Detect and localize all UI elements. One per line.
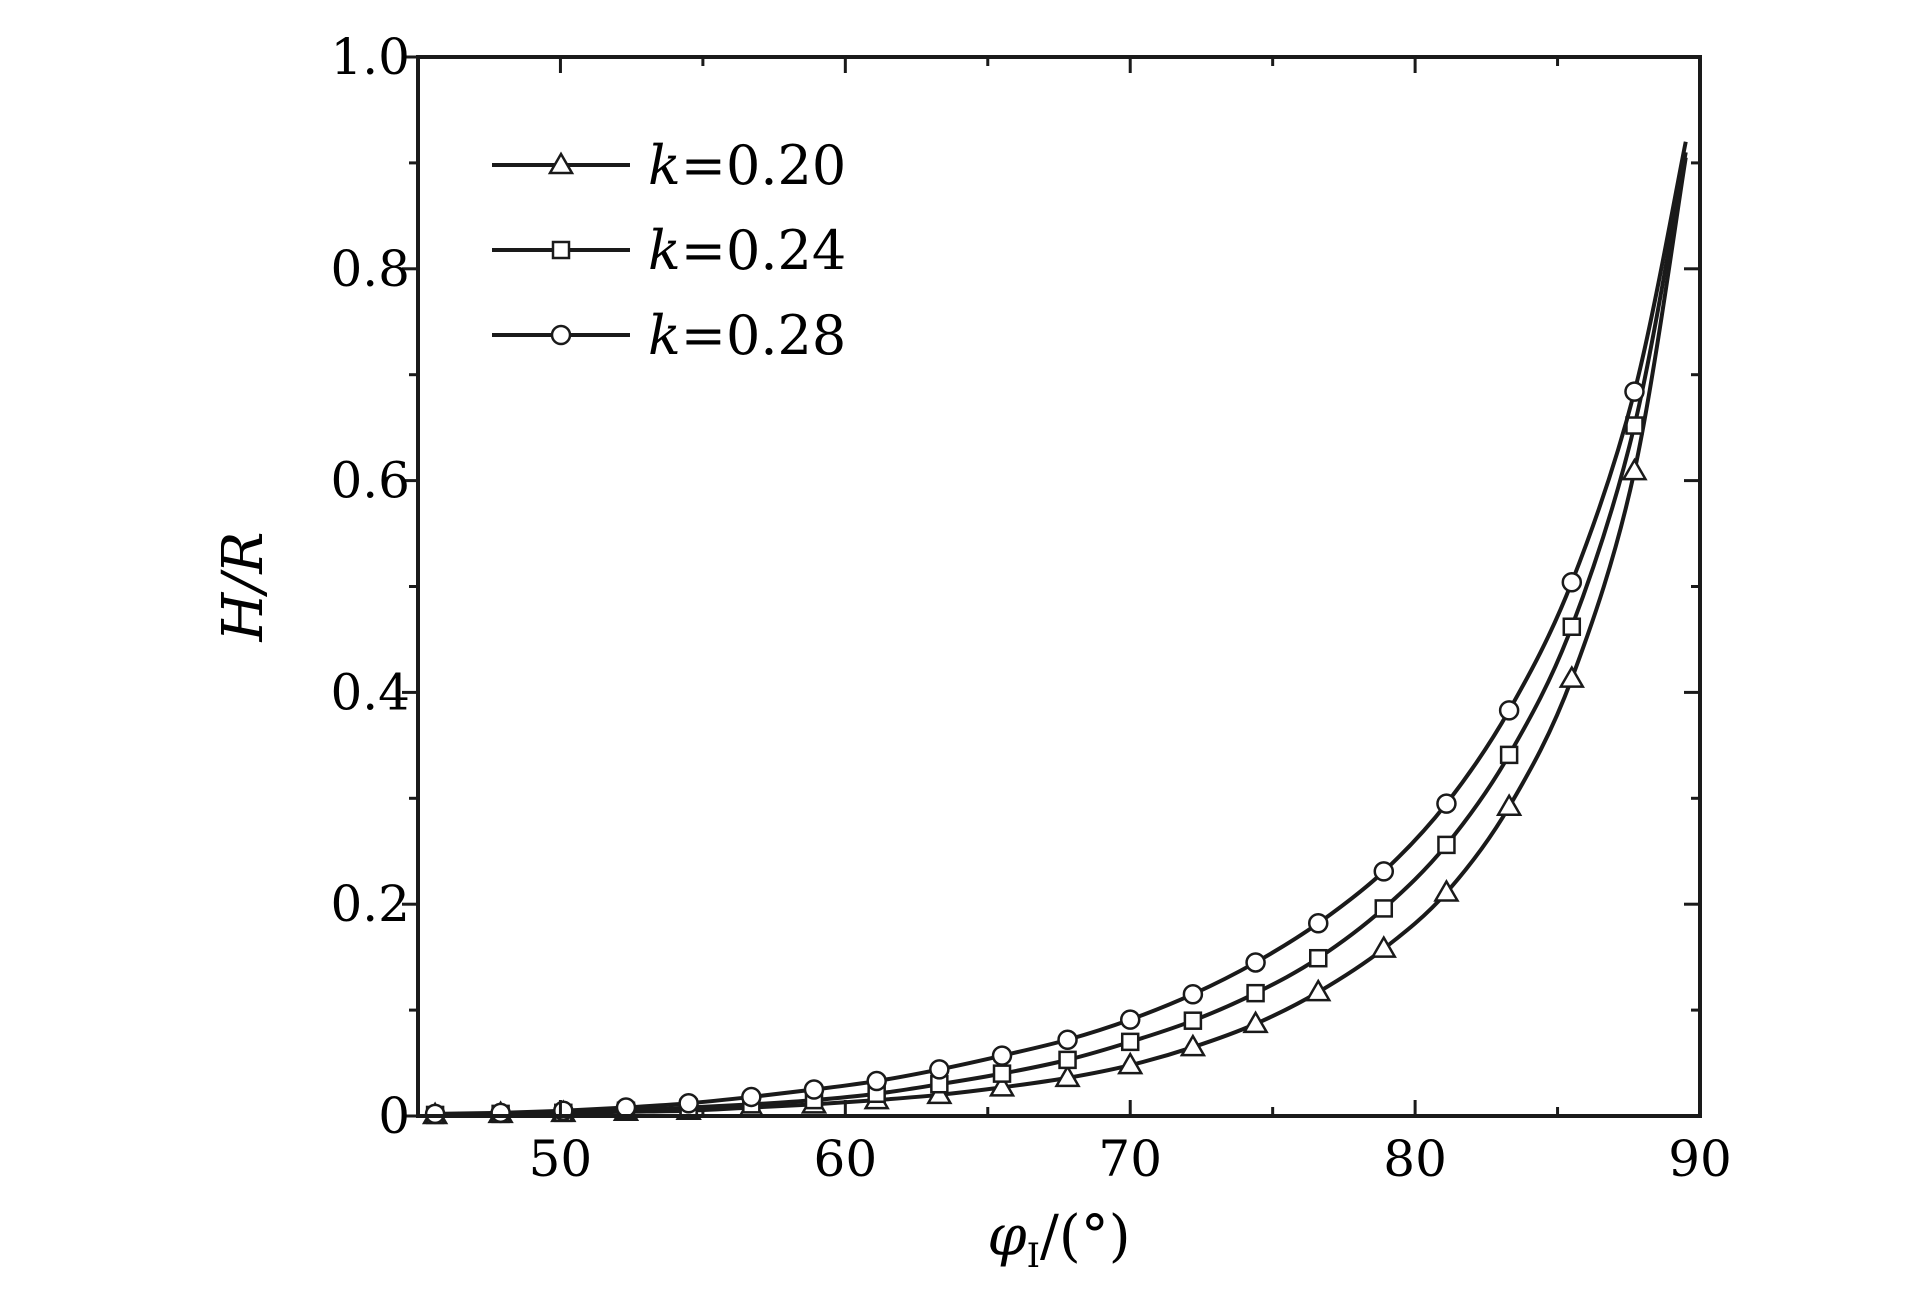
series-3-point <box>741 1086 762 1108</box>
series-2-point <box>1246 983 1265 1003</box>
x-tick-label: 70 <box>1098 1130 1162 1188</box>
series-3-point <box>678 1093 699 1114</box>
series-2-point <box>1437 835 1456 855</box>
x-tick-label: 60 <box>814 1130 878 1188</box>
legend-variable: k <box>648 219 681 282</box>
legend-label-1: k=0.20 <box>648 134 846 197</box>
series-3-point <box>615 1097 637 1118</box>
series-3-point <box>866 1070 887 1092</box>
series-1-point <box>1370 935 1397 958</box>
legend-marker-3 <box>550 324 572 346</box>
series-1-point <box>1054 1064 1081 1088</box>
series-1-point <box>1558 665 1585 688</box>
y-tick-label: 0.4 <box>330 663 410 721</box>
legend-marker-1 <box>547 151 575 175</box>
series-line-3 <box>435 141 1688 1116</box>
series-3-point <box>1498 700 1520 721</box>
x-axis-unit: /(°) <box>1040 1204 1131 1269</box>
x-tick-label: 90 <box>1668 1130 1732 1188</box>
series-line-1 <box>435 157 1688 1117</box>
legend-value: =0.28 <box>681 304 846 367</box>
legend-value: =0.20 <box>681 134 846 197</box>
legend: k=0.20k=0.24k=0.28 <box>492 134 846 367</box>
legend-variable: k <box>648 304 681 367</box>
series-3-point <box>490 1102 511 1124</box>
x-tick-label: 80 <box>1383 1130 1447 1188</box>
series-2-point <box>1562 617 1582 636</box>
series-3-point <box>1245 952 1266 973</box>
series-3-point <box>1436 793 1457 814</box>
y-axis-title: H/R <box>211 532 276 643</box>
x-axis-title: φI/(°) <box>987 1204 1130 1276</box>
series-2-point <box>1374 899 1394 918</box>
series-3-point <box>1307 913 1329 934</box>
y-tick-label: 0.2 <box>330 875 410 933</box>
series-2-point <box>1120 1032 1140 1052</box>
series-3-point <box>1057 1029 1078 1051</box>
series-2-point <box>992 1064 1012 1083</box>
series-2-point <box>1308 948 1328 968</box>
series-3-point <box>1119 1009 1141 1030</box>
plot-area <box>421 141 1688 1125</box>
series-3-point <box>1182 983 1204 1005</box>
series-3-point <box>991 1045 1013 1066</box>
x-axis-symbol: φ <box>987 1204 1026 1269</box>
legend-label-2: k=0.24 <box>648 219 846 282</box>
y-tick-label: 0.8 <box>330 240 410 298</box>
series-1-point <box>988 1073 1016 1097</box>
series-1-point <box>1621 457 1648 481</box>
series-1-point <box>1433 879 1460 902</box>
series-3-point <box>803 1079 825 1100</box>
series-1-point <box>1117 1051 1144 1075</box>
series-1-point <box>1495 793 1523 817</box>
legend-value: =0.24 <box>681 219 846 282</box>
series-2-point <box>1183 1011 1203 1030</box>
series-1-point <box>1305 978 1332 1002</box>
y-tick-label: 0 <box>378 1087 410 1145</box>
series-3-point <box>1561 572 1583 593</box>
plot-frame <box>416 55 1702 1118</box>
legend-label-3: k=0.28 <box>648 304 846 367</box>
x-axis-subscript: I <box>1027 1236 1040 1276</box>
y-tick-label: 0.6 <box>330 452 410 510</box>
y-tick-label: 1.0 <box>330 28 410 86</box>
series-line-2 <box>435 151 1688 1117</box>
series-2-point <box>1058 1050 1077 1070</box>
series-3-point <box>424 1103 446 1125</box>
series-2-point <box>1499 745 1519 765</box>
x-tick-label: 50 <box>529 1130 593 1188</box>
series-1-point <box>1242 1010 1269 1034</box>
axes: 50 60 70 80 90 0 0.2 0.4 0.6 0.8 1.0 φI/(°) H/R <box>211 28 1732 1276</box>
series-3-point <box>929 1059 950 1080</box>
series-3-point <box>1624 381 1645 402</box>
series-1-point <box>1179 1033 1207 1057</box>
legend-variable: k <box>648 134 681 197</box>
series-3-point <box>1373 861 1395 882</box>
legend-marker-2 <box>551 240 571 260</box>
